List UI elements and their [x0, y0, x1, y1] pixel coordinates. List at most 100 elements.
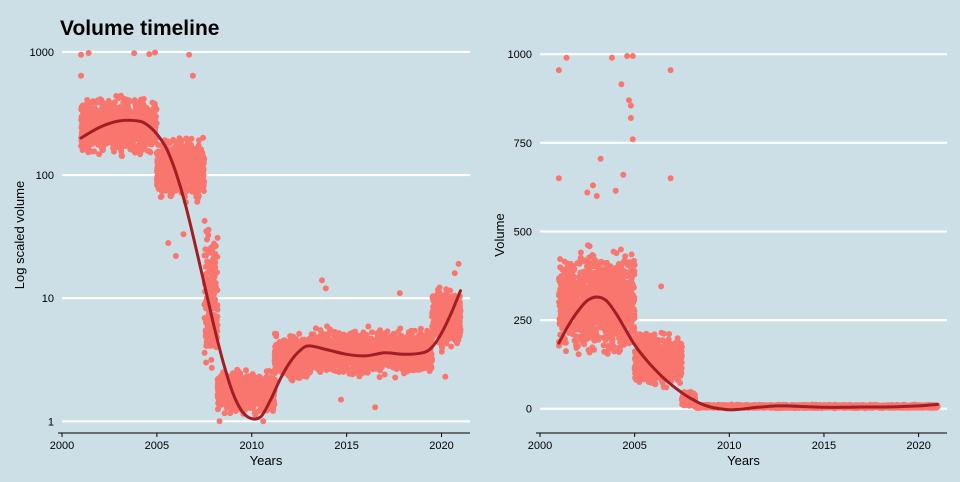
data-point — [95, 141, 102, 148]
data-point — [104, 100, 111, 107]
data-point — [87, 141, 94, 148]
data-point — [397, 325, 404, 332]
data-point — [374, 330, 381, 337]
data-point — [210, 271, 217, 278]
data-point — [420, 354, 427, 361]
data-point — [111, 106, 118, 113]
x-tick-label: 2015 — [334, 440, 358, 452]
data-point — [330, 367, 337, 374]
data-point — [342, 336, 349, 343]
data-point — [409, 345, 416, 352]
data-point — [344, 360, 351, 367]
data-point — [209, 337, 216, 344]
data-point — [205, 226, 212, 233]
data-point — [105, 113, 111, 120]
data-point — [163, 179, 170, 186]
data-point — [348, 333, 355, 339]
data-point — [184, 138, 191, 145]
data-point — [94, 97, 101, 104]
data-point — [90, 98, 96, 105]
data-point — [203, 359, 210, 366]
data-point — [288, 376, 295, 383]
data-point — [235, 368, 242, 375]
data-point — [119, 124, 126, 131]
data-point — [183, 188, 190, 195]
data-point — [363, 331, 370, 338]
data-point — [336, 337, 343, 344]
data-point — [199, 156, 206, 162]
data-point — [165, 173, 172, 180]
data-point — [181, 160, 188, 167]
data-point — [117, 93, 124, 100]
data-point — [208, 258, 215, 265]
data-point — [123, 96, 130, 103]
data-point — [392, 374, 399, 381]
data-point — [187, 180, 194, 187]
data-point — [109, 132, 116, 139]
data-point — [146, 115, 153, 122]
data-point — [167, 192, 174, 199]
data-point — [251, 409, 258, 416]
x-tick-label: 2010 — [240, 440, 264, 452]
data-point — [216, 397, 223, 404]
data-point — [130, 99, 137, 105]
data-point — [285, 346, 292, 353]
data-point — [278, 357, 285, 364]
data-point — [176, 152, 183, 159]
data-point — [447, 287, 454, 294]
data-point — [322, 337, 329, 344]
data-point — [141, 144, 148, 151]
data-point — [190, 187, 197, 194]
data-point — [260, 384, 267, 391]
data-point — [362, 360, 369, 367]
data-point — [374, 339, 381, 346]
data-point — [381, 371, 388, 378]
data-point — [296, 375, 303, 381]
data-point — [369, 329, 375, 336]
data-point — [111, 148, 117, 155]
data-point — [126, 129, 132, 136]
data-point — [116, 104, 123, 111]
data-point — [275, 344, 282, 351]
data-point — [384, 328, 391, 335]
data-point — [202, 252, 209, 259]
data-point — [212, 264, 219, 271]
data-point — [154, 162, 161, 168]
data-point — [129, 112, 136, 119]
data-point — [170, 186, 177, 193]
data-point — [201, 217, 208, 224]
data-point — [308, 331, 315, 338]
data-point — [401, 370, 407, 377]
data-point — [97, 112, 104, 119]
data-point — [448, 343, 455, 350]
data-point — [374, 364, 381, 371]
data-point — [118, 148, 125, 155]
data-point — [214, 234, 221, 241]
data-point — [324, 354, 331, 361]
data-point — [85, 125, 92, 132]
x-tick-label: 2000 — [50, 440, 74, 452]
data-point — [200, 134, 207, 141]
data-point — [314, 338, 321, 345]
data-point — [181, 166, 188, 173]
data-point — [195, 144, 202, 151]
data-point — [149, 99, 156, 106]
data-point — [274, 367, 281, 374]
data-point — [114, 111, 121, 118]
data-point — [363, 367, 370, 374]
data-point — [267, 383, 274, 390]
data-point — [370, 358, 377, 365]
data-point — [178, 141, 184, 148]
data-point — [186, 152, 193, 159]
data-point — [243, 367, 249, 374]
data-point — [398, 342, 404, 349]
y-tick-label: 1000 — [30, 47, 54, 59]
data-point — [196, 151, 203, 157]
x-axis-title: Years — [250, 453, 283, 468]
data-point — [312, 325, 319, 332]
data-point — [248, 392, 255, 399]
data-point — [282, 351, 289, 358]
data-point — [140, 112, 147, 119]
data-point — [265, 374, 272, 381]
